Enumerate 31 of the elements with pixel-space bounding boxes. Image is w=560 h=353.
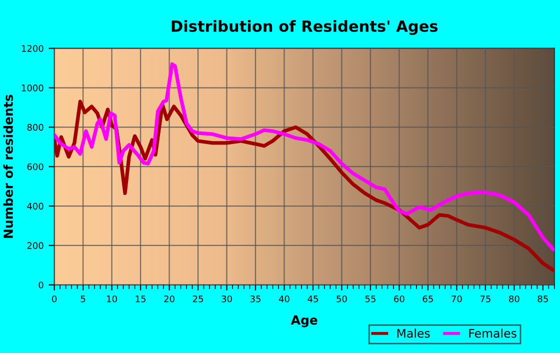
y-tick-label: 600 [27, 163, 44, 170]
x-tick-label: 10 [107, 295, 117, 302]
y-tick-label: 400 [27, 202, 44, 210]
x-tick-label: 50 [336, 295, 347, 302]
x-tick-label: 15 [136, 296, 146, 302]
x-tick-label: 80 [509, 295, 520, 302]
x-tick-label: 55 [365, 296, 376, 302]
x-tick-label: 20 [164, 295, 174, 302]
x-axis-title: Age [290, 315, 318, 328]
x-tick-label: 65 [422, 295, 433, 302]
y-tick-label: 1000 [22, 84, 44, 92]
legend-label: Males [397, 328, 430, 338]
y-tick-label: 1200 [22, 45, 44, 52]
x-tick-label: 0 [52, 295, 57, 302]
x-tick-label: 30 [222, 295, 232, 302]
line-series [54, 62, 554, 252]
x-tick-label: 45 [308, 296, 318, 302]
x-tick-label: 60 [394, 295, 404, 302]
y-axis-title: Number of residents [3, 94, 13, 238]
x-tick-label: 85 [538, 295, 548, 302]
x-tick-label: 75 [480, 296, 490, 302]
y-tick-label: 0 [38, 282, 44, 288]
chart-title: Distribution of Residents' Ages [172, 20, 438, 35]
legend-label: Females [469, 328, 516, 338]
x-tick-label: 35 [250, 295, 260, 302]
x-tick-label: 25 [192, 295, 203, 302]
x-tick-label: 40 [278, 295, 290, 302]
x-tick-label: 5 [80, 296, 86, 302]
y-tick-label: 800 [27, 124, 44, 131]
x-tick-label: 70 [452, 295, 462, 302]
y-tick-label: 200 [27, 242, 44, 250]
